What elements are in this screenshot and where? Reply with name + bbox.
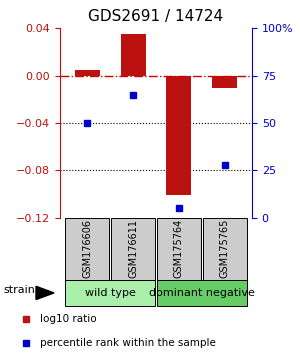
Text: GSM176606: GSM176606 [82,219,92,278]
Text: GSM175765: GSM175765 [220,219,230,278]
Polygon shape [36,286,54,299]
Title: GDS2691 / 14724: GDS2691 / 14724 [88,9,224,24]
Bar [166,76,191,195]
Bar [65,280,155,306]
Bar [157,218,201,280]
Bar [202,218,247,280]
Bar [111,218,155,280]
Text: GSM176611: GSM176611 [128,219,138,278]
Text: percentile rank within the sample: percentile rank within the sample [40,338,216,348]
Text: wild type: wild type [85,288,136,298]
Bar [65,218,110,280]
Bar [157,280,247,306]
Bar [75,70,100,76]
Bar [212,76,237,87]
Text: log10 ratio: log10 ratio [40,314,97,324]
Text: GSM175764: GSM175764 [174,219,184,278]
Text: strain: strain [3,285,35,295]
Bar [121,34,146,76]
Text: dominant negative: dominant negative [149,288,255,298]
